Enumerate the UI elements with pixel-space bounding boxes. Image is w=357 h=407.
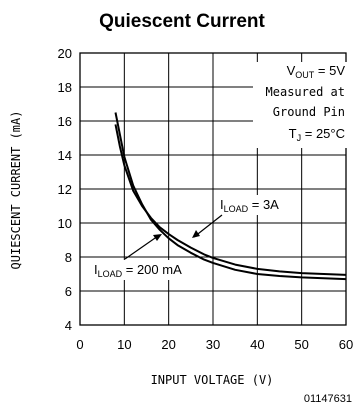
annotation-load3-main: I — [220, 197, 224, 212]
y-tick-label: 4 — [65, 318, 72, 333]
series-line-2 — [114, 112, 347, 281]
y-tick-label: 12 — [58, 182, 72, 197]
x-tick-label: 30 — [206, 337, 220, 352]
y-tick-label: 6 — [65, 284, 72, 299]
y-tick-label: 10 — [58, 216, 72, 231]
annotation-vout-main: V — [287, 63, 296, 78]
y-tick-label: 20 — [58, 46, 72, 61]
annotation-tj-rest: = 25°C — [301, 126, 345, 141]
annotation-box-load3 — [214, 195, 300, 215]
y-tick-label: 16 — [58, 114, 72, 129]
annotation-load200-arrow — [124, 235, 159, 260]
annotation-box-load200 — [90, 260, 198, 280]
annotation-box-conditions — [253, 62, 349, 148]
annotation-ground: Ground Pin — [273, 105, 345, 119]
x-tick-label: 20 — [161, 337, 175, 352]
annotation-load3-sub: LOAD — [224, 204, 249, 214]
x-tick-label: 60 — [339, 337, 353, 352]
series-group — [114, 112, 347, 281]
annotation-load3-rest: = 3A — [248, 197, 279, 212]
annotation-tj-main: T — [289, 126, 297, 141]
figure-code: 01147631 — [304, 393, 352, 405]
annotation-tj: TJ = 25°C — [289, 126, 345, 143]
chart-title: Quiescent Current — [99, 11, 265, 32]
plot-frame — [79, 52, 347, 326]
x-axis-label: INPUT VOLTAGE (V) — [151, 373, 274, 387]
annotation-vout-sub: OUT — [295, 70, 315, 80]
annotation-tj-sub: J — [297, 133, 302, 143]
annotation-load3-arrowhead — [192, 230, 200, 238]
x-tick-label: 40 — [250, 337, 264, 352]
x-tick-label: 10 — [117, 337, 131, 352]
annotation-load3: ILOAD = 3A — [220, 197, 279, 214]
axes — [79, 52, 347, 326]
y-tick-labels: 4 6 8 10 12 14 16 18 20 — [58, 46, 72, 333]
annotation-load200: ILOAD = 200 mA — [94, 262, 182, 279]
annotation-load3-arrow — [193, 214, 223, 238]
annotation-vout: VOUT = 5V — [287, 63, 346, 80]
x-tick-labels: 0 10 20 30 40 50 60 — [76, 337, 353, 352]
annotation-vout-rest: = 5V — [314, 63, 345, 78]
x-tick-label: 50 — [294, 337, 308, 352]
y-tick-label: 8 — [65, 250, 72, 265]
annotation-load200-sub: LOAD — [98, 269, 123, 279]
series-line-1 — [114, 124, 347, 276]
y-tick-label: 14 — [58, 148, 72, 163]
x-tick-label: 0 — [76, 337, 83, 352]
annotation-measured: Measured at — [266, 85, 345, 99]
grid — [80, 53, 346, 325]
y-tick-label: 18 — [58, 80, 72, 95]
annotation-load200-arrowhead — [153, 234, 162, 241]
annotation-load200-main: I — [94, 262, 98, 277]
y-axis-label: QUIESCENT CURRENT (mA) — [9, 111, 23, 270]
annotation-load200-rest: = 200 mA — [122, 262, 182, 277]
